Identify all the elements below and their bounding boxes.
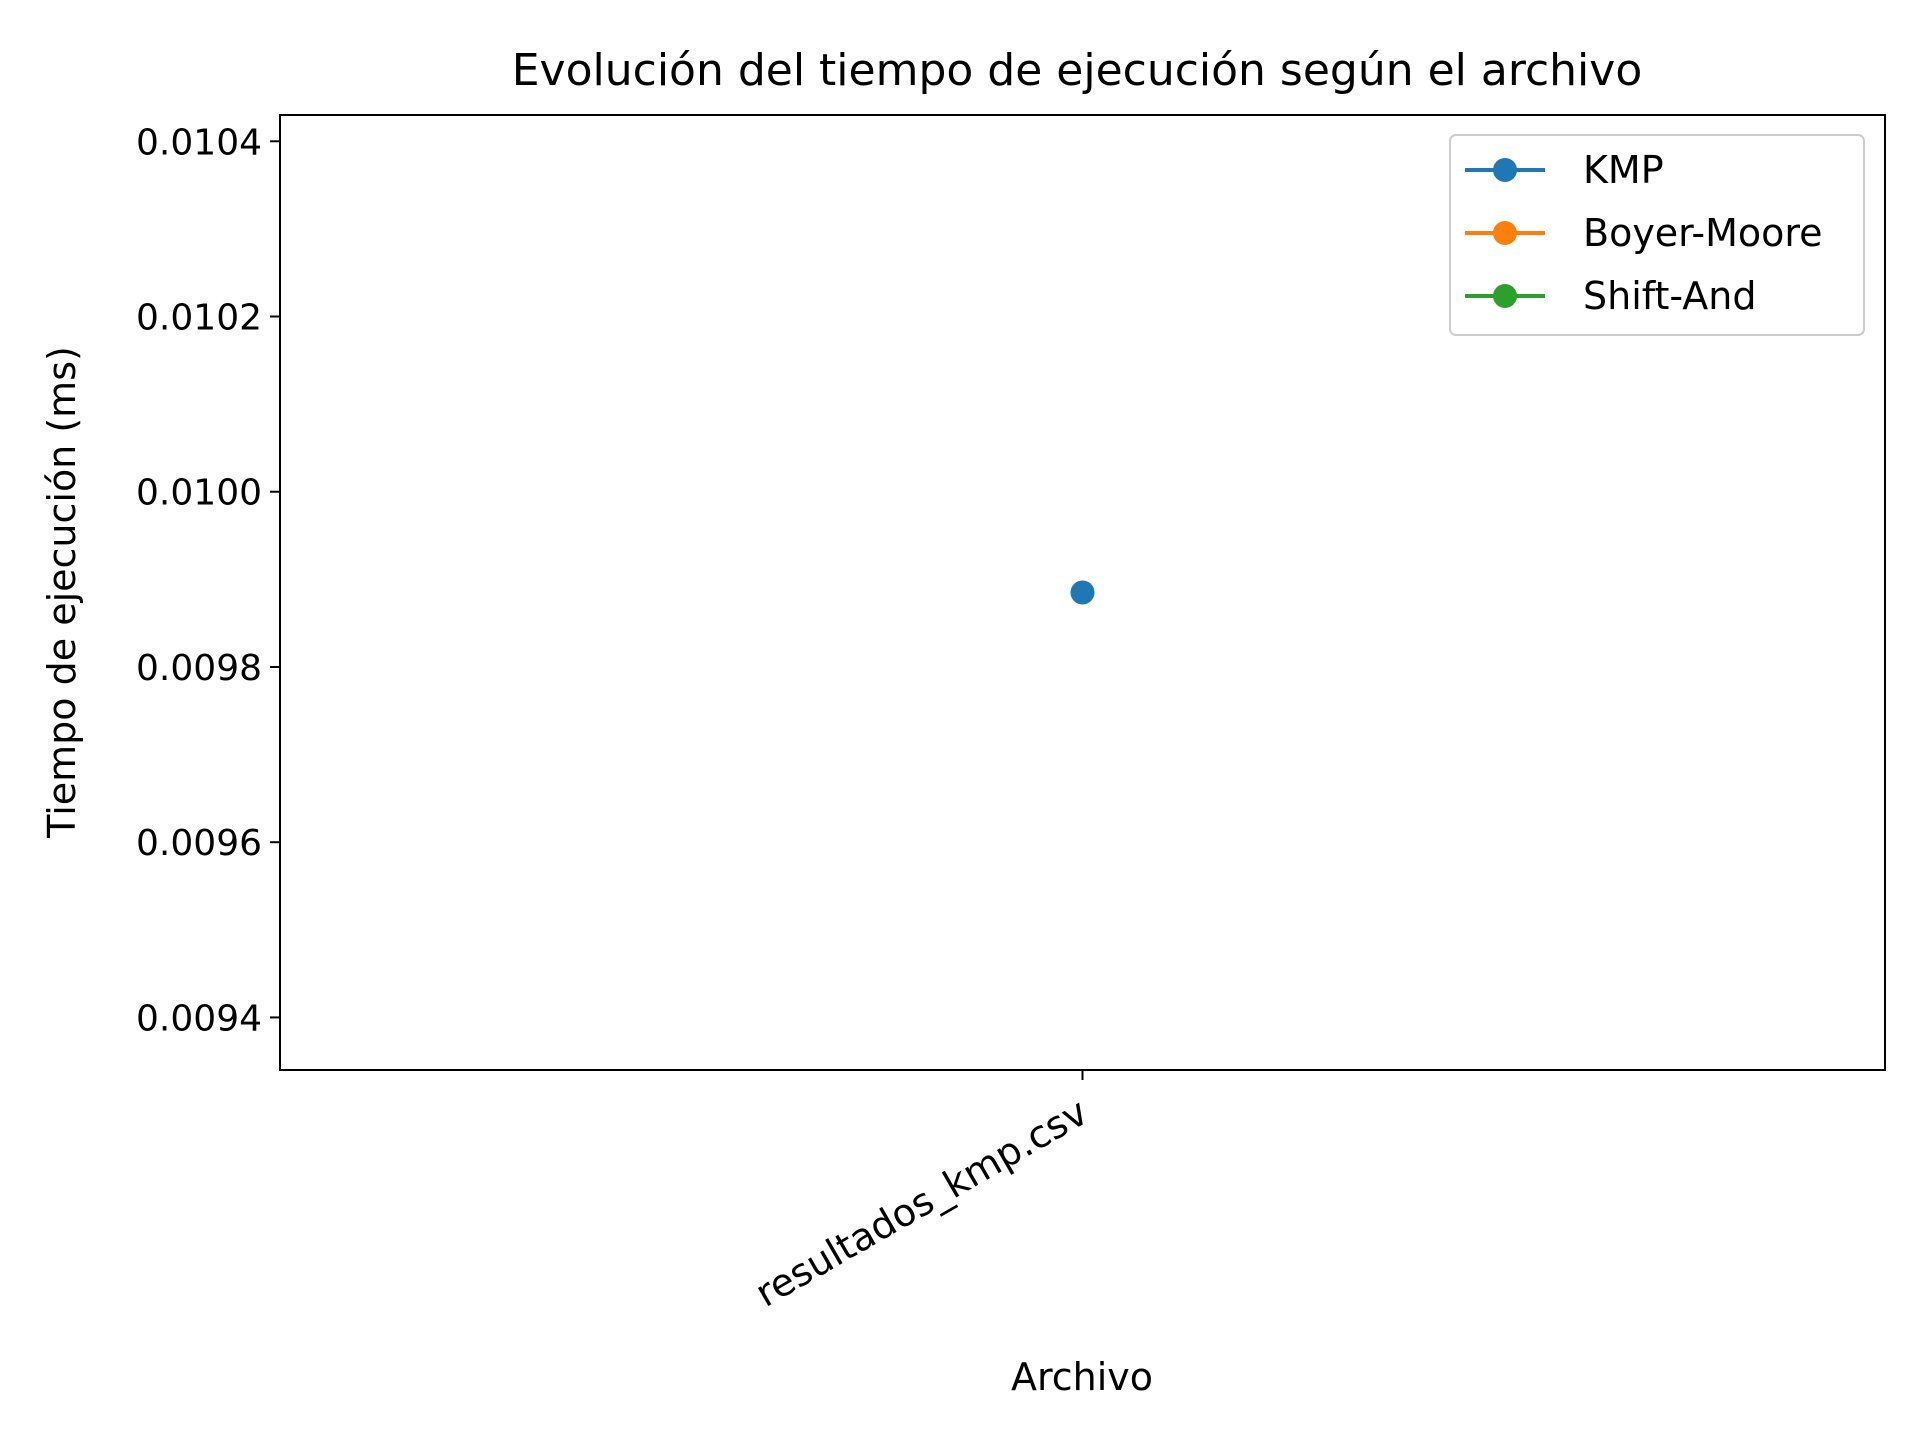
y-axis: 0.0094 0.0096 0.0098 0.0100 0.0102 0.0104 xyxy=(136,122,280,1039)
series-layer xyxy=(1070,580,1095,605)
legend-marker xyxy=(1493,158,1517,182)
y-tick-label: 0.0102 xyxy=(136,298,262,339)
legend-label: Shift-And xyxy=(1583,274,1756,318)
legend-label: KMP xyxy=(1583,148,1664,192)
y-tick-label: 0.0098 xyxy=(136,648,262,689)
legend-label: Boyer-Moore xyxy=(1583,211,1823,255)
legend-marker xyxy=(1493,221,1517,245)
y-tick-label: 0.0096 xyxy=(136,823,262,864)
y-tick-label: 0.0100 xyxy=(136,473,262,514)
legend-box xyxy=(1449,134,1865,336)
legend: KMP Boyer-Moore Shift-And xyxy=(1449,134,1865,336)
data-point xyxy=(1070,580,1095,605)
x-axis-label: Archivo xyxy=(1011,1355,1153,1399)
y-tick-label: 0.0104 xyxy=(136,122,262,163)
y-axis-label: Tiempo de ejecución (ms) xyxy=(40,346,84,839)
y-tick-label: 0.0094 xyxy=(136,998,262,1039)
legend-marker xyxy=(1493,284,1517,308)
chart-title: Evolución del tiempo de ejecución según … xyxy=(512,45,1643,96)
